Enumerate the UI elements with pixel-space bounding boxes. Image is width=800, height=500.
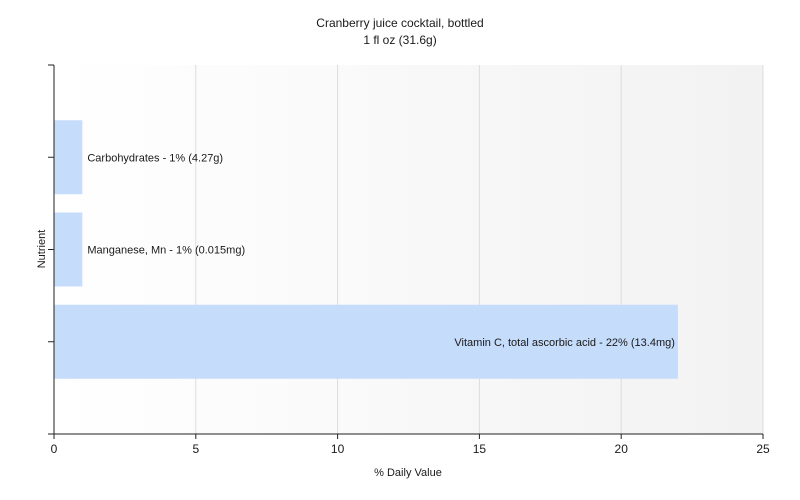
x-tick-label: 5 [192,442,199,456]
bar [54,304,678,379]
bar-label: Vitamin C, total ascorbic acid - 22% (13… [454,337,675,349]
bar [54,212,83,287]
bar-label: Carbohydrates - 1% (4.27g) [87,152,223,164]
x-tick-label: 20 [615,442,629,456]
x-tick-label: 15 [473,442,487,456]
x-axis-label: % Daily Value [374,467,442,479]
chart-subtitle: 1 fl oz (31.6g) [363,33,437,47]
chart-title: Cranberry juice cocktail, bottled [316,16,484,30]
bar-label: Manganese, Mn - 1% (0.015mg) [87,245,245,257]
x-tick-label: 10 [331,442,345,456]
x-tick-label: 25 [756,442,770,456]
bar [54,120,83,195]
x-tick-label: 0 [51,442,58,456]
y-axis-label: Nutrient [36,230,48,269]
